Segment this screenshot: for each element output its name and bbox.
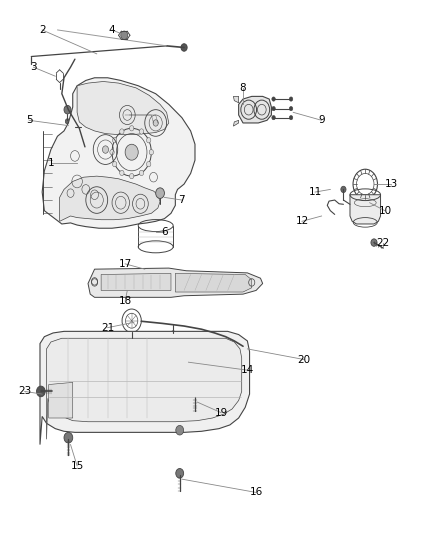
Text: 18: 18 (119, 296, 132, 306)
Circle shape (139, 170, 144, 175)
Circle shape (176, 469, 184, 478)
Text: 8: 8 (240, 83, 246, 93)
Polygon shape (101, 273, 171, 290)
Circle shape (272, 97, 276, 101)
Polygon shape (239, 96, 272, 123)
Text: 20: 20 (297, 354, 311, 365)
Polygon shape (175, 273, 252, 292)
Circle shape (113, 161, 117, 167)
Circle shape (149, 150, 153, 155)
Circle shape (36, 386, 45, 397)
Circle shape (130, 173, 134, 179)
Circle shape (110, 150, 114, 155)
Text: 16: 16 (250, 488, 263, 497)
Text: 12: 12 (295, 216, 309, 227)
Polygon shape (77, 82, 169, 135)
Circle shape (120, 129, 124, 134)
Circle shape (289, 107, 293, 111)
Circle shape (139, 129, 144, 134)
Text: 1: 1 (48, 158, 54, 168)
Text: 14: 14 (241, 365, 254, 375)
Circle shape (170, 331, 176, 338)
Text: 19: 19 (215, 408, 228, 418)
Circle shape (120, 170, 124, 175)
Text: 13: 13 (385, 179, 398, 189)
Circle shape (153, 120, 158, 126)
Circle shape (113, 138, 117, 143)
Polygon shape (60, 176, 160, 221)
Circle shape (191, 390, 199, 400)
Polygon shape (40, 332, 250, 445)
Circle shape (289, 97, 293, 101)
Text: 11: 11 (308, 187, 321, 197)
Text: 17: 17 (119, 259, 132, 269)
Circle shape (272, 116, 276, 120)
Circle shape (155, 188, 164, 198)
Circle shape (272, 107, 276, 111)
Text: 5: 5 (26, 115, 32, 125)
Text: 3: 3 (30, 62, 37, 72)
Text: 6: 6 (161, 227, 168, 237)
Circle shape (146, 138, 151, 143)
Circle shape (289, 116, 293, 120)
Circle shape (176, 425, 184, 435)
Text: 9: 9 (318, 115, 325, 125)
Polygon shape (49, 382, 73, 418)
Polygon shape (233, 96, 239, 103)
Polygon shape (233, 120, 239, 126)
Circle shape (79, 124, 84, 130)
Text: 7: 7 (179, 195, 185, 205)
Polygon shape (88, 268, 263, 297)
Circle shape (371, 239, 377, 246)
Circle shape (181, 44, 187, 51)
Circle shape (125, 144, 138, 160)
Polygon shape (42, 78, 195, 228)
Circle shape (64, 106, 71, 114)
Circle shape (65, 119, 70, 124)
Circle shape (64, 432, 73, 443)
Text: 10: 10 (378, 206, 392, 216)
Text: 23: 23 (18, 386, 32, 397)
Circle shape (341, 186, 346, 192)
Circle shape (146, 161, 151, 167)
Polygon shape (350, 195, 381, 224)
Text: 21: 21 (101, 322, 114, 333)
Text: 4: 4 (109, 25, 115, 35)
Circle shape (130, 126, 134, 131)
Text: 15: 15 (71, 461, 84, 471)
Text: 2: 2 (39, 25, 46, 35)
Text: 22: 22 (376, 238, 389, 247)
Circle shape (121, 31, 128, 39)
Polygon shape (46, 338, 242, 439)
Circle shape (102, 146, 109, 154)
